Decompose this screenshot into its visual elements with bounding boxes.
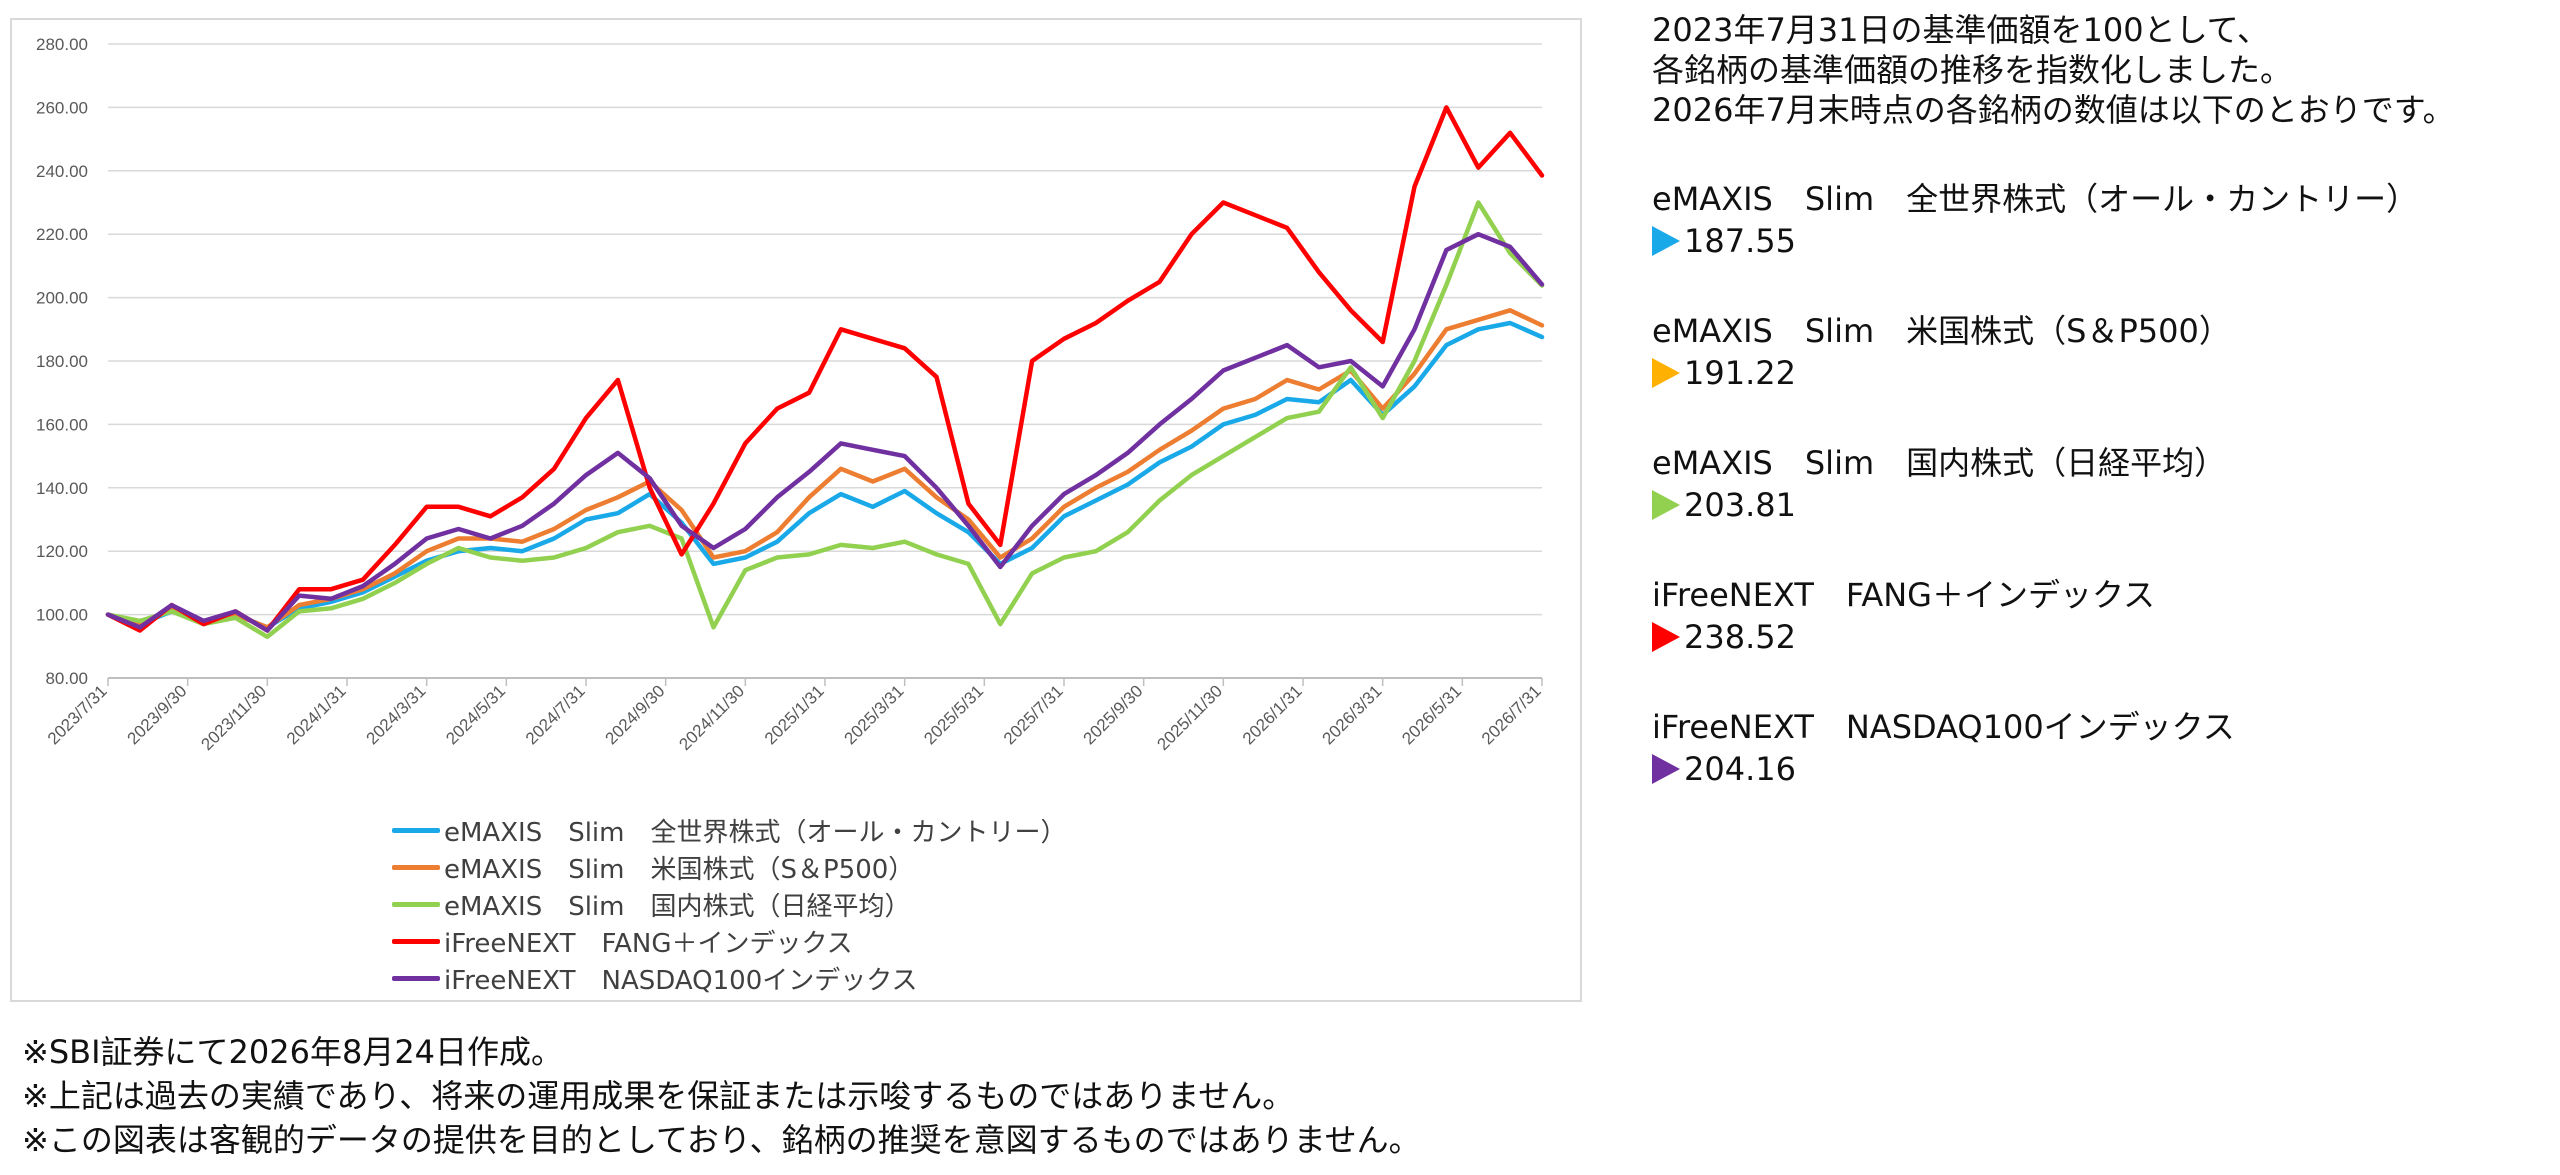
triangle-marker-icon — [1652, 358, 1680, 388]
x-tick-label: 2026/1/31 — [1239, 681, 1306, 748]
legend-label: eMAXIS Slim 国内株式（日経平均） — [444, 892, 911, 922]
legend-swatch — [392, 865, 440, 870]
series-line — [105, 320, 1545, 630]
legend-item: eMAXIS Slim 全世界株式（オール・カントリー） — [392, 812, 1066, 849]
y-tick-label: 80.00 — [45, 669, 88, 688]
note-line: ※この図表は客観的データの提供を目的としており、銘柄の推奨を意図するものではあり… — [22, 1121, 1421, 1159]
chart-frame: 80.00 100.00 120.00 140.00 160.00 180.00 200.0… — [10, 18, 1582, 1002]
x-tick-label: 2023/7/31 — [44, 681, 111, 748]
fund-value-number: 238.52 — [1684, 618, 1796, 656]
legend-label: iFreeNEXT FANG＋インデックス — [444, 929, 853, 959]
fund-value: 187.55 — [1652, 220, 2552, 262]
y-tick-label: 260.00 — [36, 98, 88, 117]
intro-line: 2026年7月末時点の各銘柄の数値は以下のとおりです。 — [1652, 91, 2455, 129]
fund-entry: eMAXIS Slim 米国株式（S＆P500） 191.22 — [1652, 310, 2552, 394]
fund-name: eMAXIS Slim 米国株式（S＆P500） — [1652, 312, 2231, 350]
legend-item: iFreeNEXT FANG＋インデックス — [392, 923, 1066, 960]
legend-label: iFreeNEXT NASDAQ100インデックス — [444, 966, 918, 996]
x-tick-label: 2024/11/30 — [675, 681, 748, 754]
fund-name: iFreeNEXT FANG＋インデックス — [1652, 576, 2155, 614]
x-tick-label: 2024/9/30 — [602, 681, 669, 748]
fund-value-number: 191.22 — [1684, 354, 1796, 392]
fund-value-number: 187.55 — [1684, 222, 1796, 260]
x-tick-label: 2023/11/30 — [197, 681, 270, 754]
triangle-marker-icon — [1652, 754, 1680, 784]
x-tick-label: 2024/5/31 — [442, 681, 509, 748]
series-line — [105, 200, 1545, 640]
fund-value: 204.16 — [1652, 748, 2552, 790]
y-tick-label: 180.00 — [36, 352, 88, 371]
x-tick-label: 2025/9/30 — [1080, 681, 1147, 748]
x-tick-label: 2024/1/31 — [283, 681, 350, 748]
y-tick-label: 200.00 — [36, 289, 88, 308]
y-tick-label: 100.00 — [36, 606, 88, 625]
legend-item: iFreeNEXT NASDAQ100インデックス — [392, 960, 1066, 997]
fund-value: 203.81 — [1652, 484, 2552, 526]
x-tick-label: 2024/3/31 — [363, 681, 430, 748]
y-tick-label: 140.00 — [36, 479, 88, 498]
y-tick-label: 120.00 — [36, 542, 88, 561]
y-tick-label: 220.00 — [36, 225, 88, 244]
x-tick-label: 2025/1/31 — [761, 681, 828, 748]
fund-name: eMAXIS Slim 国内株式（日経平均） — [1652, 444, 2227, 482]
triangle-marker-icon — [1652, 490, 1680, 520]
triangle-marker-icon — [1652, 622, 1680, 652]
x-tick-label: 2026/3/31 — [1319, 681, 1386, 748]
fund-value: 238.52 — [1652, 616, 2552, 658]
fund-entry: iFreeNEXT NASDAQ100インデックス 204.16 — [1652, 706, 2552, 790]
legend-item: eMAXIS Slim 米国株式（S＆P500） — [392, 849, 1066, 886]
fund-value: 191.22 — [1652, 352, 2552, 394]
fund-name: iFreeNEXT NASDAQ100インデックス — [1652, 708, 2235, 746]
x-tick-label: 2024/7/31 — [522, 681, 589, 748]
x-tick-label: 2025/7/31 — [1000, 681, 1067, 748]
note-line: ※上記は過去の実績であり、将来の運用成果を保証または示唆するものではありません。 — [22, 1077, 1295, 1115]
fund-entry: eMAXIS Slim 全世界株式（オール・カントリー） 187.55 — [1652, 178, 2552, 262]
x-tick-label: 2026/5/31 — [1398, 681, 1465, 748]
summary-panel: 2023年7月31日の基準価額を100として、 各銘柄の基準価額の推移を指数化し… — [1652, 10, 2552, 790]
legend-swatch — [392, 939, 440, 944]
line-chart: 80.00 100.00 120.00 140.00 160.00 180.00 200.0… — [36, 35, 1545, 754]
x-tick-label: 2026/7/31 — [1478, 681, 1545, 748]
fund-entry: iFreeNEXT FANG＋インデックス 238.52 — [1652, 574, 2552, 658]
legend-item: eMAXIS Slim 国内株式（日経平均） — [392, 886, 1066, 923]
y-tick-label: 280.00 — [36, 35, 88, 54]
fund-value-number: 204.16 — [1684, 750, 1796, 788]
legend-swatch — [392, 902, 440, 907]
x-tick-label: 2023/9/30 — [124, 681, 191, 748]
legend-label: eMAXIS Slim 全世界株式（オール・カントリー） — [444, 818, 1067, 848]
x-tick-label: 2025/3/31 — [841, 681, 908, 748]
disclaimer-notes: ※SBI証券にて2026年8月24日作成。 ※上記は過去の実績であり、将来の運用… — [22, 1030, 1421, 1162]
legend-swatch — [392, 976, 440, 981]
note-line: ※SBI証券にて2026年8月24日作成。 — [22, 1033, 564, 1071]
legend-label: eMAXIS Slim 米国株式（S＆P500） — [444, 855, 915, 885]
intro-line: 各銘柄の基準価額の推移を指数化しました。 — [1652, 51, 2293, 89]
intro-line: 2023年7月31日の基準価額を100として、 — [1652, 11, 2270, 49]
fund-entry: eMAXIS Slim 国内株式（日経平均） 203.81 — [1652, 442, 2552, 526]
chart-legend: eMAXIS Slim 全世界株式（オール・カントリー） eMAXIS Slim… — [392, 812, 1066, 997]
x-tick-label: 2025/5/31 — [920, 681, 987, 748]
fund-value-number: 203.81 — [1684, 486, 1796, 524]
intro-text: 2023年7月31日の基準価額を100として、 各銘柄の基準価額の推移を指数化し… — [1652, 10, 2552, 130]
fund-name: eMAXIS Slim 全世界株式（オール・カントリー） — [1652, 180, 2419, 218]
triangle-marker-icon — [1652, 226, 1680, 256]
x-tick-label: 2025/11/30 — [1153, 681, 1226, 754]
y-tick-label: 160.00 — [36, 415, 88, 434]
series-line — [105, 231, 1545, 633]
series-line — [105, 105, 1545, 633]
y-tick-label: 240.00 — [36, 162, 88, 181]
legend-swatch — [392, 828, 440, 833]
